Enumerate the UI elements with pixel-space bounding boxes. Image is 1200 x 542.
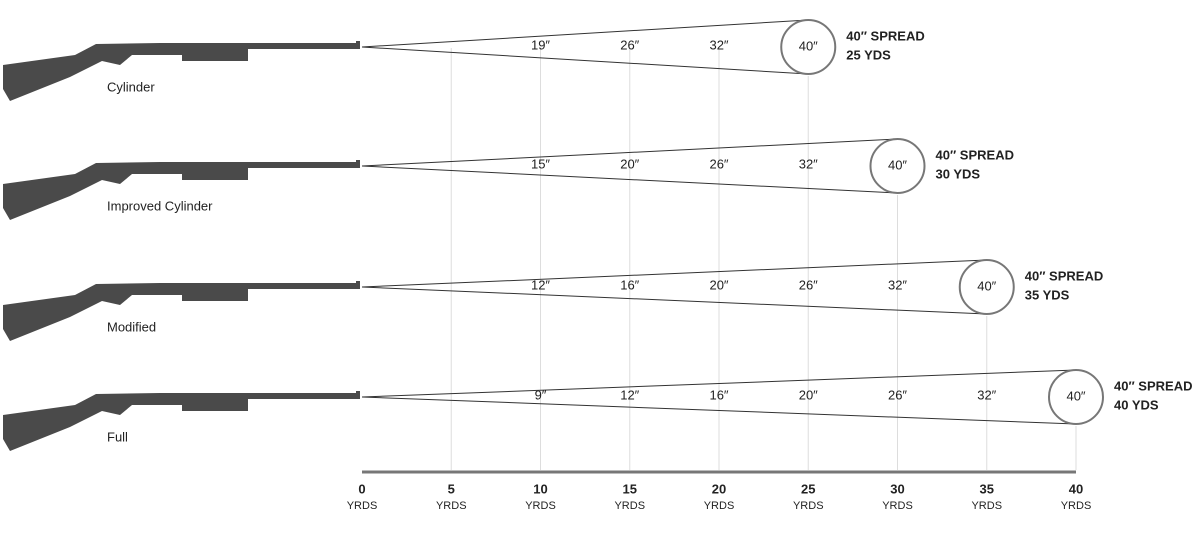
spread-title: 40″ SPREAD	[1114, 378, 1192, 393]
cone-edge	[361, 259, 987, 288]
spread-label: 26″	[709, 156, 728, 171]
circle-label: 40″	[1066, 388, 1085, 403]
spread-label: 12″	[531, 277, 550, 292]
spread-label: 20″	[799, 387, 818, 402]
tick-unit: YRDS	[793, 500, 824, 512]
tick-label: 5	[448, 481, 455, 496]
spread-label: 16″	[709, 387, 728, 402]
spread-label: 20″	[709, 277, 728, 292]
cone-edge	[361, 396, 1077, 425]
cone-edge	[361, 286, 987, 315]
tick-unit: YRDS	[971, 500, 1002, 512]
spread-label: 12″	[620, 387, 639, 402]
spread-label: 26″	[888, 387, 907, 402]
tick-label: 35	[980, 481, 994, 496]
cone-edge	[361, 369, 1077, 398]
shotgun	[3, 391, 360, 451]
tick-unit: YRDS	[436, 500, 467, 512]
pattern-circle	[958, 259, 1015, 315]
tick-unit: YRDS	[614, 500, 645, 512]
range-title: 40 YDS	[1114, 397, 1159, 412]
tick-label: 20	[712, 481, 726, 496]
spread-title: 40″ SPREAD	[936, 147, 1014, 162]
circle-label: 40″	[799, 38, 818, 53]
cone-edge	[361, 46, 809, 75]
spread-label: 19″	[531, 37, 550, 52]
range-title: 30 YDS	[936, 166, 981, 181]
tick-label: 40	[1069, 481, 1083, 496]
tick-label: 0	[358, 481, 365, 496]
tick-label: 25	[801, 481, 815, 496]
circle-label: 40″	[888, 157, 907, 172]
choke-label: Full	[107, 429, 128, 444]
choke-label: Improved Cylinder	[107, 198, 213, 213]
spread-title: 40″ SPREAD	[846, 28, 924, 43]
spread-label: 9″	[535, 387, 547, 402]
pattern-circle	[869, 138, 926, 194]
spread-label: 26″	[799, 277, 818, 292]
spread-label: 32″	[709, 37, 728, 52]
spread-label: 32″	[799, 156, 818, 171]
tick-label: 10	[533, 481, 547, 496]
spread-title: 40″ SPREAD	[1025, 268, 1103, 283]
tick-unit: YRDS	[347, 500, 378, 512]
tick-label: 30	[890, 481, 904, 496]
cone-edge	[361, 165, 898, 194]
tick-unit: YRDS	[525, 500, 556, 512]
spread-label: 16″	[620, 277, 639, 292]
shotgun	[3, 281, 360, 341]
tick-unit: YRDS	[882, 500, 913, 512]
pattern-circle	[1048, 369, 1104, 425]
spread-label: 32″	[888, 277, 907, 292]
spread-label: 20″	[620, 156, 639, 171]
tick-label: 15	[623, 481, 637, 496]
choke-label: Modified	[107, 319, 156, 334]
circle-label: 40″	[977, 278, 996, 293]
cone-edge	[361, 138, 898, 167]
range-title: 35 YDS	[1025, 287, 1070, 302]
spread-label: 26″	[620, 37, 639, 52]
shotgun	[3, 41, 360, 101]
choke-label: Cylinder	[107, 79, 155, 94]
cone-edge	[361, 19, 809, 48]
pattern-circle	[780, 19, 837, 75]
tick-unit: YRDS	[704, 500, 735, 512]
spread-label: 32″	[977, 387, 996, 402]
range-title: 25 YDS	[846, 47, 891, 62]
spread-label: 15″	[531, 156, 550, 171]
tick-unit: YRDS	[1061, 500, 1092, 512]
